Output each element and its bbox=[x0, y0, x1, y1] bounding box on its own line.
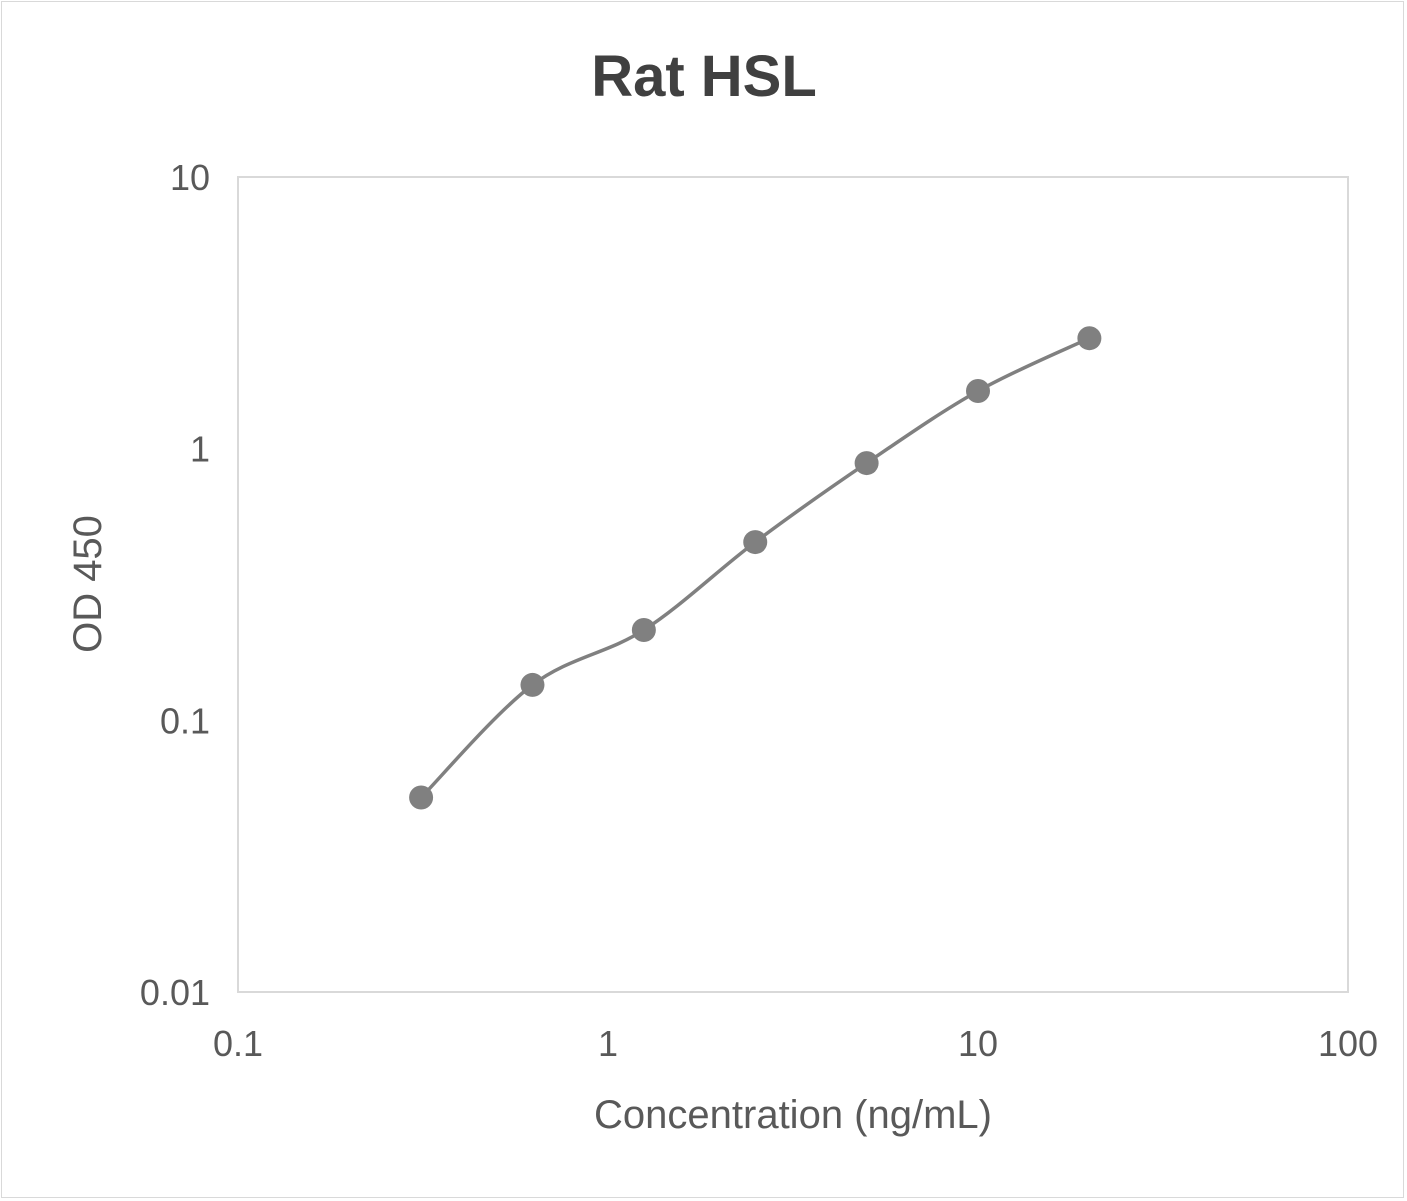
x-tick-label: 100 bbox=[1318, 1023, 1378, 1064]
x-axis-label: Concentration (ng/mL) bbox=[594, 1093, 992, 1137]
plot-area bbox=[237, 176, 1349, 993]
data-point bbox=[854, 451, 879, 476]
x-tick-label: 10 bbox=[958, 1023, 998, 1064]
data-point bbox=[743, 530, 768, 555]
data-point bbox=[520, 672, 545, 697]
y-tick-label: 10 bbox=[170, 157, 210, 198]
x-tick-label: 0.1 bbox=[213, 1023, 263, 1064]
series-line bbox=[419, 336, 1091, 799]
chart-title: Rat HSL bbox=[591, 44, 817, 109]
data-point bbox=[631, 618, 656, 643]
y-axis-label: OD 450 bbox=[66, 515, 110, 653]
x-tick-label: 1 bbox=[598, 1023, 618, 1064]
y-tick-label: 0.1 bbox=[160, 700, 210, 741]
data-point bbox=[409, 785, 434, 810]
data-point bbox=[966, 379, 990, 404]
y-tick-label: 0.01 bbox=[140, 972, 210, 1013]
data-point bbox=[1077, 326, 1102, 351]
y-tick-label: 1 bbox=[190, 429, 210, 470]
